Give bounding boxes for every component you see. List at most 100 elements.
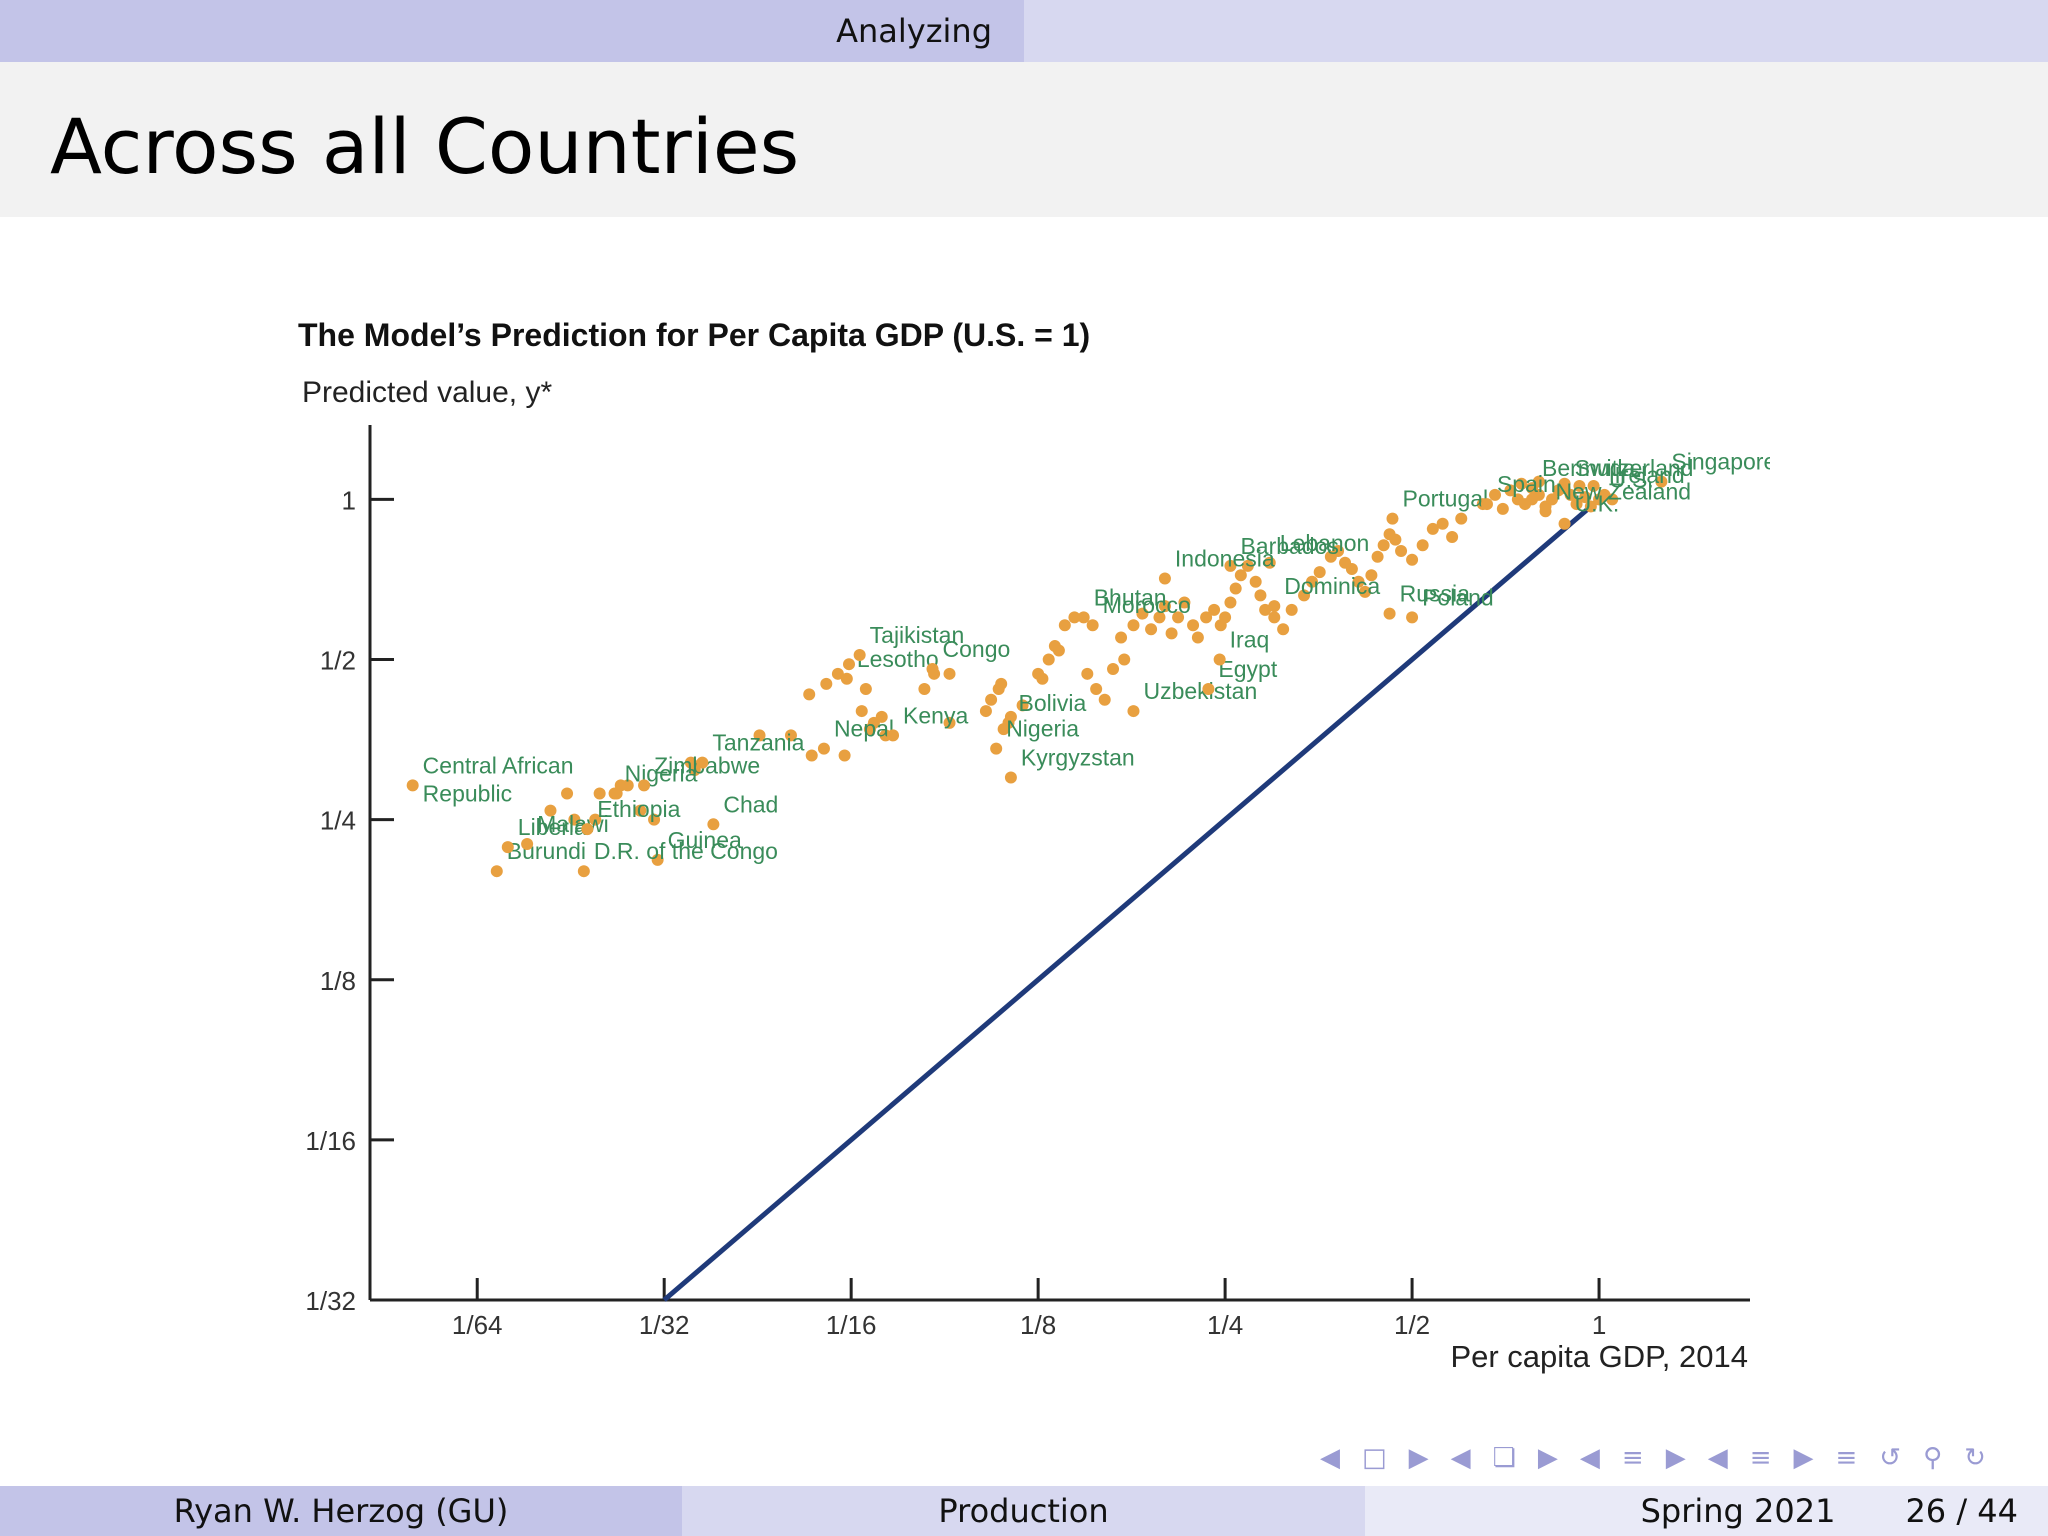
nav-left-arrow-icon[interactable]: ◀ <box>1450 1443 1471 1473</box>
data-point <box>1115 631 1128 644</box>
x-tick-label: 1/8 <box>1020 1310 1056 1340</box>
data-point <box>1587 479 1600 492</box>
nav-left-arrow-icon[interactable]: ◀ <box>1320 1443 1340 1473</box>
undo-icon[interactable]: ↺ <box>1879 1443 1902 1473</box>
frame-title: Across all Countries <box>50 102 800 191</box>
data-point <box>1127 619 1140 632</box>
data-point <box>1579 491 1592 504</box>
country-label: Egypt <box>1218 656 1277 682</box>
country-label: Poland <box>1422 584 1494 610</box>
data-point <box>1068 611 1081 624</box>
data-point <box>1058 619 1071 632</box>
data-point <box>1259 603 1272 616</box>
data-point <box>1254 589 1267 602</box>
labeled-data-point <box>853 648 866 661</box>
country-label: Indonesia <box>1175 546 1275 572</box>
labeled-data-point <box>638 779 651 792</box>
data-point <box>1036 672 1049 685</box>
nav-right-arrow-icon[interactable]: ▶ <box>1665 1443 1686 1473</box>
align-icon[interactable]: ≡ <box>1835 1443 1858 1473</box>
data-point <box>1377 539 1390 552</box>
doc-icon[interactable]: ≡ <box>1749 1443 1772 1473</box>
data-point <box>1365 569 1378 582</box>
nav-right-arrow-icon[interactable]: ▶ <box>1408 1443 1429 1473</box>
data-point <box>1241 559 1254 572</box>
data-point <box>979 705 992 718</box>
data-point <box>1298 589 1311 602</box>
data-point <box>1042 653 1055 666</box>
current-section-highlight <box>0 0 1024 62</box>
country-label: Congo <box>943 636 1011 662</box>
top-navigation-bar: Analyzing <box>0 0 2048 62</box>
labeled-data-point <box>1213 653 1226 666</box>
country-label: Nigeria <box>1006 716 1079 742</box>
labeled-data-point <box>1480 498 1493 511</box>
y-tick-label: 1/4 <box>320 806 356 836</box>
data-point <box>943 716 956 729</box>
data-point <box>995 677 1008 690</box>
data-point <box>1172 611 1185 624</box>
x-tick-label: 1/32 <box>639 1310 690 1340</box>
data-point <box>1145 623 1158 636</box>
data-point <box>1573 479 1586 492</box>
labeled-data-point <box>990 742 1003 755</box>
labeled-data-point <box>840 672 853 685</box>
data-point <box>1416 539 1429 552</box>
data-point <box>568 813 581 826</box>
data-point <box>589 813 602 826</box>
country-label: Lesotho <box>857 646 939 672</box>
nav-left-arrow-icon[interactable]: ◀ <box>1707 1443 1728 1473</box>
country-label: U.S. <box>1609 466 1654 492</box>
nav-right-arrow-icon[interactable]: ▶ <box>1537 1443 1558 1473</box>
country-label: Burundi <box>507 838 586 864</box>
data-point <box>1584 500 1597 513</box>
country-label: New Zealand <box>1556 478 1692 504</box>
section-icon[interactable]: ≡ <box>1621 1443 1644 1473</box>
x-tick-label: 1/4 <box>1207 1310 1243 1340</box>
x-tick-label: 1/2 <box>1394 1310 1430 1340</box>
data-point <box>1504 484 1517 497</box>
data-point <box>805 749 818 762</box>
y-tick-label: 1 <box>342 485 356 515</box>
country-label: Uzbekistan <box>1143 678 1257 704</box>
country-label: Liberia <box>518 814 587 840</box>
data-point <box>688 763 701 776</box>
data-point <box>1395 544 1408 557</box>
country-label: Morocco <box>1103 592 1191 618</box>
labeled-data-point <box>1539 505 1552 518</box>
country-label: Portugal <box>1403 486 1489 512</box>
data-point <box>1345 562 1358 575</box>
data-point <box>1546 493 1559 506</box>
data-point <box>875 710 888 723</box>
labeled-data-point <box>1127 705 1140 718</box>
labeled-data-point <box>1077 611 1090 624</box>
data-point <box>1178 596 1191 609</box>
x-tick-label: 1 <box>1592 1310 1606 1340</box>
chart-container: The Model’s Prediction for Per Capita GD… <box>280 300 1770 1410</box>
footer-title: Production <box>682 1486 1365 1536</box>
section-link[interactable]: Analyzing <box>836 12 992 50</box>
data-point <box>648 813 661 826</box>
data-point <box>1446 530 1459 543</box>
labeled-data-point <box>1593 493 1606 506</box>
data-point <box>1489 488 1502 501</box>
nav-right-arrow-icon[interactable]: ▶ <box>1793 1443 1814 1473</box>
country-label: Ireland <box>1614 462 1684 488</box>
labeled-data-point <box>1558 517 1571 530</box>
frame-icon[interactable]: □ <box>1362 1443 1387 1473</box>
y-axis-label: Predicted value, y* <box>302 376 552 409</box>
country-label: Lebanon <box>1280 530 1370 556</box>
nav-left-arrow-icon[interactable]: ◀ <box>1579 1443 1600 1473</box>
data-point <box>842 658 855 671</box>
redo-icon[interactable]: ↻ <box>1964 1443 1986 1473</box>
data-point <box>1570 498 1583 511</box>
labeled-data-point <box>521 837 534 850</box>
labeled-data-point <box>1002 716 1015 729</box>
search-icon[interactable]: ⚲ <box>1923 1443 1943 1473</box>
subsection-icon[interactable]: ❏ <box>1492 1443 1516 1473</box>
data-point <box>1165 627 1178 640</box>
labeled-data-point <box>1268 600 1281 613</box>
labeled-data-point <box>1263 556 1276 569</box>
y-tick-label: 1/2 <box>320 646 356 676</box>
country-label: Switzerland <box>1575 455 1694 481</box>
